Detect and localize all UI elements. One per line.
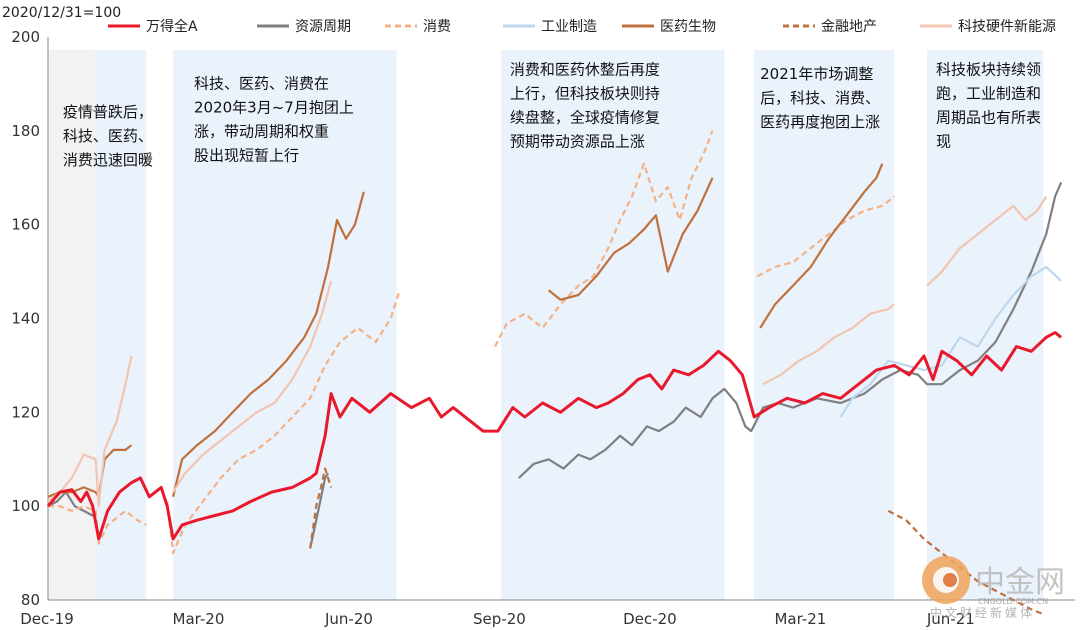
watermark-tagline: 中文财经新媒体 <box>930 605 1035 620</box>
y-tick-labels: 80 100 120 140 160 180 200 <box>11 28 40 609</box>
annotation-0: 疫情普跌后，科技、医药、消费迅速回暖 <box>63 103 153 169</box>
shaded-period-4 <box>754 50 895 600</box>
x-tick-label: Mar-21 <box>774 610 826 628</box>
annotation-1: 科技、医药、消费在 2020年3月~7月抱团上涨，带动周期和权重股出现短暂上行 <box>194 75 354 165</box>
shaded-period-5 <box>927 50 1044 600</box>
annotation-4: 科技板块持续领跑，工业制造和周期品也有所表现 <box>936 61 1041 151</box>
y-tick-label: 120 <box>11 403 40 421</box>
legend-label-5: 金融地产 <box>821 19 877 35</box>
legend-label-3: 工业制造 <box>541 19 597 35</box>
x-tick-label: Dec-20 <box>623 610 677 628</box>
y-tick-label: 180 <box>11 122 40 140</box>
x-tick-label: Sep-20 <box>473 610 526 628</box>
legend-label-4: 医药生物 <box>660 19 716 35</box>
legend-label-6: 科技硬件新能源 <box>958 19 1056 35</box>
series-line-6 <box>47 195 1048 508</box>
series-lines <box>46 130 1063 616</box>
annotation-2: 消费和医药休整后再度上行，但科技板块则持续盘整，全球疫情修复预期带动资源品上涨 <box>510 61 660 151</box>
shaded-period-2 <box>173 50 397 600</box>
legend-label-1: 资源周期 <box>295 19 351 35</box>
x-tick-labels: Dec-19 Mar-20 Jun-20 Sep-20 Dec-20 Mar-21 Jun-… <box>20 610 975 628</box>
base-label: 2020/12/31=100 <box>2 5 121 21</box>
series-line-2 <box>48 130 895 555</box>
y-tick-label: 160 <box>11 216 40 234</box>
y-tick-label: 80 <box>21 591 40 609</box>
y-tick-label: 100 <box>11 497 40 515</box>
annotation-3: 2021年市场调整后，科技、消费、医药再度抱团上涨 <box>760 65 880 131</box>
y-tick-label: 140 <box>11 310 40 328</box>
shaded-periods <box>48 50 1044 600</box>
watermark-url: CNGOLD.COM.CN <box>978 597 1048 606</box>
legend: 万得全A 资源周期 消费 工业制造 医药生物 金融地产 科技硬件新能源 <box>108 18 1056 35</box>
y-tick-label: 200 <box>11 28 40 46</box>
series-line-3 <box>839 265 1062 418</box>
x-tick-label: Jun-21 <box>926 610 975 628</box>
series-line-1 <box>47 181 1063 549</box>
watermark: 中金网 CNGOLD.COM.CN 中文财经新媒体 <box>922 556 1065 620</box>
watermark-brand: 中金网 <box>975 565 1065 600</box>
x-tick-label: Mar-20 <box>173 610 225 628</box>
shaded-period-1 <box>95 50 147 600</box>
legend-label-0: 万得全A <box>146 18 198 35</box>
x-tick-label: Dec-19 <box>20 610 74 628</box>
series-line-0 <box>46 331 1063 541</box>
x-tick-label: Jun-20 <box>324 610 373 628</box>
legend-label-2: 消费 <box>423 19 451 35</box>
